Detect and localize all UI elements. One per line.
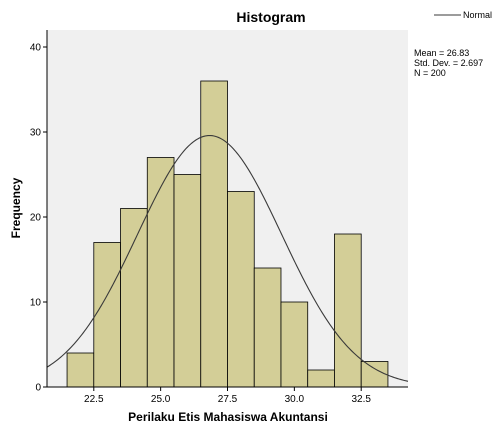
y-tick-label: 40: [30, 43, 42, 54]
y-tick-label: 20: [30, 213, 42, 224]
stat-mean: Mean = 26.83: [414, 48, 469, 58]
y-tick-label: 10: [30, 298, 42, 309]
y-tick-label: 0: [35, 383, 41, 394]
histogram-bar-1: [66, 352, 95, 388]
stats-box: Mean = 26.83 Std. Dev. = 2.697 N = 200: [414, 48, 483, 78]
normal-curve-group: [46, 134, 409, 382]
histogram-bar-6: [200, 80, 228, 388]
histogram-bar-10: [307, 369, 335, 388]
histogram-bar-11: [334, 233, 362, 388]
x-tick-label: 22.5: [84, 394, 104, 405]
stat-std-dev: Std. Dev. = 2.697: [414, 58, 483, 68]
histogram-bar-2: [93, 242, 121, 388]
x-tick-label: 32.5: [351, 394, 371, 405]
x-tick-label: 25.0: [151, 394, 171, 405]
histogram-bar-4: [146, 157, 175, 388]
x-tick-label: 30.0: [285, 394, 305, 405]
chart-title: Histogram: [236, 9, 305, 25]
legend: Normal: [434, 10, 492, 20]
histogram-bar-5: [173, 174, 202, 388]
histogram-bar-8: [253, 267, 282, 388]
bars-group: [66, 80, 389, 388]
y-tick-label: 30: [30, 128, 42, 139]
x-ticks-group: 22.5 25.0 27.5 30.0 32.5: [84, 387, 371, 405]
legend-normal-label: Normal: [463, 10, 492, 20]
x-axis-label: Perilaku Etis Mahasiswa Akuntansi: [128, 410, 328, 424]
histogram-bar-7: [227, 191, 255, 388]
histogram-bar-12: [360, 361, 389, 388]
y-axis-label: Frequency: [9, 177, 23, 238]
histogram-bar-3: [120, 208, 148, 388]
x-tick-label: 27.5: [218, 394, 238, 405]
histogram-bar-9: [280, 301, 309, 388]
normal-curve: [46, 134, 409, 382]
stat-n: N = 200: [414, 68, 446, 78]
y-ticks-group: 0 10 20 30 40: [30, 43, 47, 394]
